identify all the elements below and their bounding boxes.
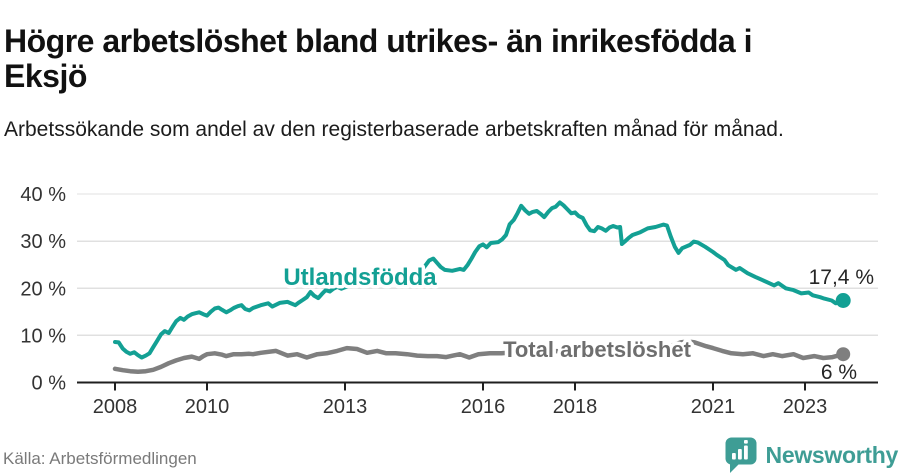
end-value-utlandsfodda: 17,4 % [809, 266, 874, 289]
series-label-total: Total arbetslöshet [503, 337, 692, 362]
x-tick-label: 2021 [691, 396, 736, 418]
page-title: Högre arbetslöshet bland utrikes- än inr… [4, 24, 896, 94]
bar-chart-speech-bubble-icon [725, 437, 757, 473]
x-tick-label: 2013 [323, 396, 368, 418]
page-subtitle: Arbetssökande som andel av den registerb… [4, 118, 784, 141]
y-tick-label: 20 % [20, 278, 66, 300]
page-title-line1: Högre arbetslöshet bland utrikes- än inr… [4, 23, 753, 60]
newsworthy-wordmark: Newsworthy [765, 442, 899, 468]
x-tick-label: 2023 [783, 396, 828, 418]
page-title-line2: Eksjö [4, 58, 87, 95]
x-tick-label: 2008 [93, 396, 138, 418]
x-tick-label: 2016 [461, 396, 506, 418]
x-tick-label: 2010 [185, 396, 230, 418]
x-tick-label: 2018 [553, 396, 598, 418]
series-label-utlandsfodda: Utlandsfödda [283, 264, 437, 291]
source-note: Källa: Arbetsförmedlingen [3, 449, 197, 468]
line-total [112, 339, 846, 374]
y-tick-label: 10 % [20, 325, 66, 347]
end-dot-utlandsfodda [835, 293, 851, 308]
end-dot-total [836, 347, 851, 362]
y-tick-label: 40 % [20, 184, 66, 206]
y-tick-label: 30 % [20, 231, 66, 253]
end-value-total: 6 % [821, 361, 857, 384]
newsworthy-logo: Newsworthy [724, 436, 898, 474]
y-tick-label: 0 % [32, 373, 67, 395]
line-utlandsfodda [113, 200, 846, 360]
